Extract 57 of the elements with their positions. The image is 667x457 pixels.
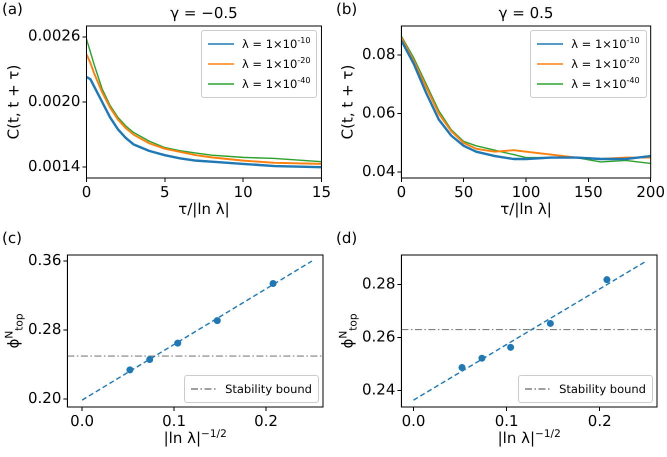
x-tick-label: 0 <box>82 182 92 201</box>
y-tick-label: 0.28 <box>28 320 62 338</box>
x-tick-label: 0.2 <box>588 412 612 430</box>
x-tick-label: 50 <box>454 182 474 201</box>
x-tick-label: 5 <box>160 182 170 201</box>
legend-label: Stability bound <box>225 382 312 396</box>
point <box>270 280 277 287</box>
x-axis-title: τ/|ln λ| <box>178 200 230 218</box>
y-tick-label: 0.06 <box>362 104 396 122</box>
x-tick-label: 200 <box>636 182 666 201</box>
x-axis-title: τ/|ln λ| <box>500 200 552 218</box>
y-axis-title: C(t, t + τ) <box>338 64 356 140</box>
legend-label: λ = 1×10$^{-20}$ <box>571 56 640 71</box>
x-tick-label: 100 <box>512 182 540 201</box>
point <box>126 366 134 374</box>
y-tick-label: 0.0014 <box>28 157 80 176</box>
y-tick-label: 0.26 <box>362 327 396 346</box>
x-tick-label: 150 <box>574 182 603 201</box>
y-tick-label: 0.24 <box>362 380 396 398</box>
text: (b) <box>336 0 358 18</box>
y-tick-label: 0.0020 <box>28 92 80 110</box>
chart-title: γ = −0.5 <box>170 4 238 22</box>
y-tick-label: 0.20 <box>28 389 62 408</box>
y-tick-label: 0.28 <box>362 274 396 292</box>
x-axis-title: |ln λ|$^{−1/2}$ <box>498 428 561 447</box>
legend-label: λ = 1×10$^{-10}$ <box>242 36 310 51</box>
text: (a) <box>2 0 23 18</box>
x-tick-label: 0.1 <box>494 412 519 430</box>
point <box>603 276 610 284</box>
x-tick-label: 0 <box>396 182 406 201</box>
y-tick-label: 0.08 <box>362 45 396 64</box>
point <box>174 340 182 347</box>
y-tick-label: 0.0026 <box>28 26 80 45</box>
x-tick-label: 0.1 <box>162 412 186 430</box>
point <box>478 354 486 362</box>
point <box>214 317 221 324</box>
legend-label: λ = 1×10$^{-40}$ <box>571 76 640 91</box>
text: (d) <box>336 229 358 247</box>
legend-label: λ = 1×10$^{-20}$ <box>242 56 310 71</box>
x-tick-label: 10 <box>234 182 253 201</box>
y-tick-label: 0.04 <box>362 162 396 180</box>
x-tick-label: 0.2 <box>254 412 278 430</box>
x-tick-label: 15 <box>312 182 332 201</box>
x-tick-label: 0.0 <box>402 412 426 430</box>
point <box>507 344 514 351</box>
legend-label: λ = 1×10$^{-40}$ <box>242 76 310 91</box>
x-axis-title: |ln λ|$^{−1/2}$ <box>164 428 227 447</box>
legend-label: λ = 1×10$^{-10}$ <box>571 36 640 51</box>
chart-title: γ = 0.5 <box>498 4 554 22</box>
legend-label: Stability bound <box>559 382 646 396</box>
point <box>146 356 154 363</box>
point <box>546 320 554 327</box>
y-axis-title: C(t, t + τ) <box>4 64 22 140</box>
text: (c) <box>2 229 22 247</box>
x-tick-label: 0.0 <box>70 412 94 430</box>
y-tick-label: 0.36 <box>28 250 62 269</box>
point <box>458 364 466 371</box>
